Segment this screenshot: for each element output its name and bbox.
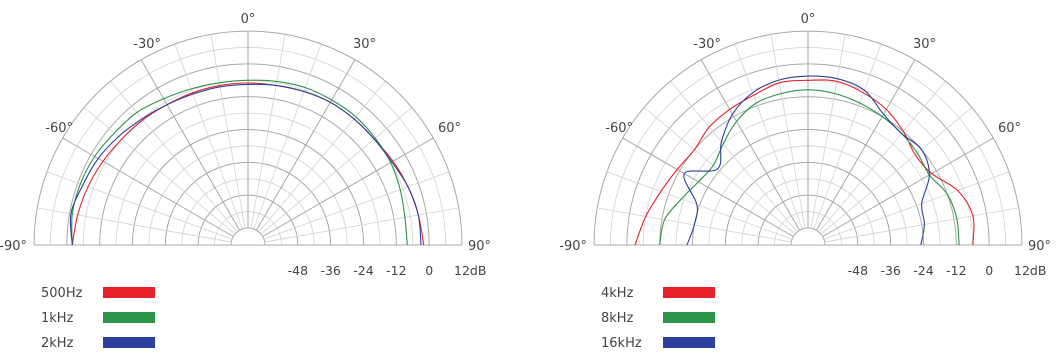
legend-label: 8kHz — [601, 311, 634, 326]
radial-tick-label: -36 — [320, 263, 340, 278]
radial-tick-label: -48 — [288, 263, 308, 278]
polar-chart-left: -90° -60° -30° 0° 30° 60° 90° -48 -36 -24 -12 0 12dB… — [0, 12, 491, 351]
grid-spoke — [46, 171, 233, 240]
series-line-16kHz — [683, 75, 930, 246]
polar-grid — [593, 30, 1023, 246]
grid-spoke — [643, 107, 796, 235]
legend-label: 16kHz — [601, 336, 642, 351]
grid-spoke — [822, 137, 994, 237]
grid-spoke — [174, 43, 243, 230]
legend-label: 1kHz — [41, 311, 74, 326]
grid-spoke — [670, 80, 798, 233]
series-line-4kHz — [634, 79, 975, 246]
grid-spoke — [250, 34, 286, 229]
radial-tick-label: 12dB — [1014, 263, 1046, 278]
angle-label: 0° — [241, 12, 256, 27]
angle-label: -90° — [559, 239, 587, 254]
grid-spoke — [264, 207, 459, 243]
grid-spoke — [818, 80, 946, 233]
grid-spoke — [606, 171, 793, 240]
grid-spoke — [700, 59, 800, 231]
polar-chart-right: -90° -60° -30° 0° 30° 60° 90° -48 -36 -24 -12 0 12dB… — [559, 12, 1051, 351]
angle-label: -60° — [45, 121, 73, 136]
grid-spoke — [810, 34, 846, 229]
grid-spoke — [37, 207, 232, 243]
grid-spoke — [258, 80, 386, 233]
grid-spoke — [734, 43, 803, 230]
legend-swatch — [663, 337, 715, 348]
legend-swatch — [103, 337, 155, 348]
grid-spoke — [622, 137, 794, 237]
legend-swatch — [663, 287, 715, 298]
legend-swatch — [103, 312, 155, 323]
angle-label: 30° — [913, 37, 936, 52]
angle-label: -60° — [605, 121, 633, 136]
angle-label: 90° — [468, 239, 491, 254]
radial-tick-label: 0 — [425, 263, 433, 278]
radial-tick-label: -24 — [353, 263, 373, 278]
legend-label: 500Hz — [41, 286, 83, 301]
angle-label: -30° — [693, 37, 721, 52]
radial-tick-label: -24 — [913, 263, 933, 278]
grid-spoke — [110, 80, 238, 233]
grid-spoke — [263, 171, 450, 240]
polar-grid — [33, 30, 463, 246]
legend-swatch — [103, 287, 155, 298]
legend-label: 2kHz — [41, 336, 74, 351]
angle-label: 60° — [438, 121, 461, 136]
grid-spoke — [262, 137, 434, 237]
angle-label: 30° — [353, 37, 376, 52]
grid-spoke — [260, 107, 413, 235]
series-line-1kHz — [71, 79, 408, 246]
grid-spoke — [824, 207, 1019, 243]
legend-label: 4kHz — [601, 286, 634, 301]
grid-spoke — [253, 43, 322, 230]
radial-tick-label: -12 — [946, 263, 966, 278]
angle-label: 90° — [1028, 239, 1051, 254]
radial-tick-label: -36 — [880, 263, 900, 278]
series-line-2kHz — [69, 83, 422, 246]
radial-tick-label: 0 — [985, 263, 993, 278]
radial-tick-label: -48 — [848, 263, 868, 278]
angle-label: -90° — [0, 239, 27, 254]
grid-spoke — [62, 137, 234, 237]
grid-spoke — [256, 59, 356, 231]
grid-spoke — [770, 34, 806, 229]
grid-spoke — [813, 43, 882, 230]
angle-label: -30° — [133, 37, 161, 52]
grid-spoke — [140, 59, 240, 231]
angle-label: 0° — [801, 12, 816, 27]
grid-spoke — [83, 107, 236, 235]
grid-spoke — [210, 34, 246, 229]
grid-spoke — [816, 59, 916, 231]
series-line-500Hz — [71, 82, 425, 246]
radial-tick-label: 12dB — [454, 263, 486, 278]
radial-tick-label: -12 — [386, 263, 406, 278]
grid-spoke — [820, 107, 973, 235]
angle-label: 60° — [998, 121, 1021, 136]
grid-spoke — [823, 171, 1010, 240]
legend-swatch — [663, 312, 715, 323]
